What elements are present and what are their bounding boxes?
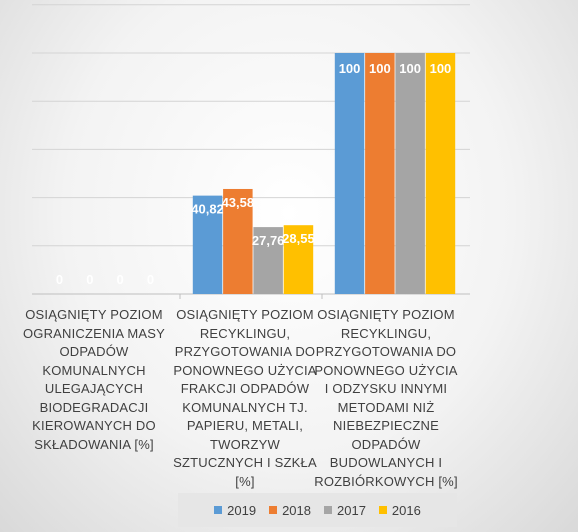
legend-swatch-2018 [269, 506, 278, 514]
data-label-2018-cat2: 100 [369, 61, 391, 76]
legend-swatch-2016 [378, 506, 387, 514]
data-label-2017-cat2: 100 [399, 61, 421, 76]
bar-2017-cat2 [395, 53, 425, 294]
category-label-line: METODAMI NIŻ [337, 399, 435, 415]
category-label-line: OSIĄGNIĘTY POZIOM [25, 307, 163, 322]
legend-item: 2018 [269, 503, 311, 518]
legend: 2019 2018 2017 2016 [178, 493, 457, 527]
data-label-2017-cat0: 0 [117, 272, 124, 287]
data-label-2018-cat1: 43,58 [222, 195, 255, 210]
category-label-line: [%] [235, 473, 255, 489]
data-label-2019-cat1: 40,82 [191, 202, 224, 217]
category-label-line: FRAKCJI ODPADÓW [180, 381, 310, 396]
bar-2017-cat1 [253, 227, 283, 294]
category-label-line: BIODEGRADACJI [39, 399, 149, 415]
category-label-line: RECYKLINGU, [199, 325, 291, 341]
legend-item: 2017 [324, 503, 366, 518]
category-label-line: KOMUNALNYCH TJ. [182, 399, 308, 415]
bar-2016-cat1 [283, 225, 314, 294]
category-label-line: PRZYGOTOWANIA DO [315, 344, 457, 359]
category-label-line: PONOWNEGO UŻYCIA [173, 362, 317, 378]
category-label-line: ODPADÓW [351, 436, 421, 452]
bar-2019-cat2 [334, 53, 365, 294]
data-label-2019-cat2: 100 [339, 61, 361, 76]
category-label-line: ODPADÓW [59, 344, 129, 359]
category-label-line: NIEBEZPIECZNE [333, 418, 439, 433]
data-label-2019-cat0: 0 [56, 272, 63, 287]
category-label-line: ROZBIÓRKOWYCH [%] [314, 473, 458, 489]
bar-2019-cat1 [192, 195, 223, 294]
category-label-line: PONOWNEGO UŻYCIA [314, 362, 458, 378]
legend-label-2018: 2018 [282, 502, 311, 518]
category-label-line: PAPIERU, METALI, [186, 418, 304, 433]
category-label-line: KIEROWANYCH DO [32, 418, 156, 433]
category-label-line: I ODZYSKU INNYMI [324, 381, 448, 396]
bar-2018-cat1 [223, 188, 253, 294]
category-label-line: PRZYGOTOWANIA DO [174, 344, 316, 359]
category-label-line: TWORZYW [210, 436, 280, 452]
legend-swatch-2019 [214, 506, 223, 514]
data-label-2016-cat1: 28,55 [282, 231, 315, 246]
legend-item: 2016 [378, 502, 421, 518]
category-label-line: BUDOWLANYCH I [329, 455, 443, 470]
category-label-1: OSIĄGNIĘTY POZIOM RECYKLINGU, PRZYGOTOWANI… [172, 306, 318, 491]
category-label-line: OSIĄGNIĘTY POZIOM [176, 307, 314, 322]
category-label-2: OSIĄGNIĘTY POZIOM RECYKLINGU, PRZYGOTOWANI… [313, 306, 459, 491]
category-label-line: KOMUNALNYCH [42, 362, 146, 378]
data-label-2017-cat1: 27,76 [252, 233, 285, 248]
legend-label-2016: 2016 [391, 502, 421, 518]
category-label-line: OGRANICZENIA MASY [22, 325, 166, 341]
bar-2016-cat2 [425, 53, 456, 294]
data-label-2016-cat2: 100 [430, 61, 452, 76]
bar-2018-cat2 [365, 53, 395, 294]
legend-label-2017: 2017 [337, 502, 366, 518]
category-label-line: OSIĄGNIĘTY POZIOM [317, 307, 455, 322]
data-label-2018-cat0: 0 [86, 272, 93, 287]
legend-swatch-2017 [324, 506, 332, 514]
legend-label-2019: 2019 [227, 502, 257, 518]
category-label-line: SKŁADOWANIA [%] [34, 436, 154, 452]
category-label-line: ULEGAJĄCYCH [44, 381, 144, 396]
category-label-line: SZTUCZNYCH I SZKŁA [173, 455, 317, 470]
category-label-line: RECYKLINGU, [340, 325, 432, 341]
category-label-0: OSIĄGNIĘTY POZIOM OGRANICZENIA MASY ODPADÓ… [21, 306, 167, 454]
data-label-2016-cat0: 0 [147, 272, 154, 287]
legend-item: 2019 [214, 503, 256, 518]
